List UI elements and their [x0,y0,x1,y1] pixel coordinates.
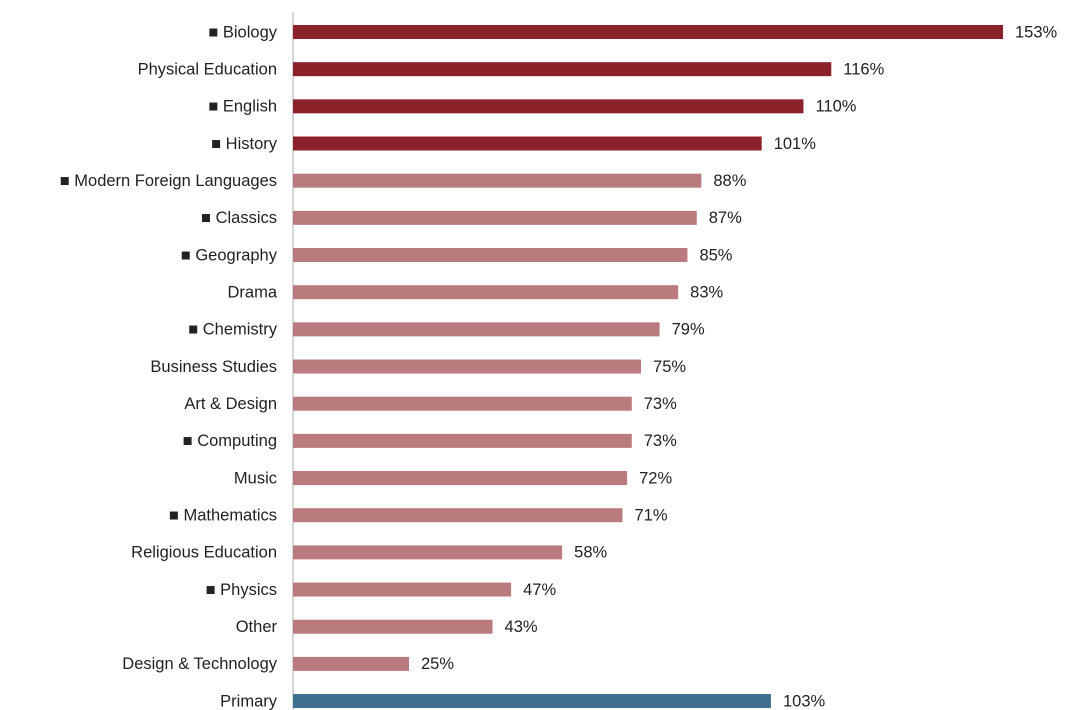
bar [293,322,660,337]
value-label: 73% [644,432,677,450]
category-label: Religious Education [131,544,277,562]
category-label: ■ Biology [208,23,277,41]
category-label: ■ Modern Foreign Languages [60,172,277,190]
value-label: 116% [843,61,884,79]
value-label: 103% [783,692,826,710]
category-label: ■ Chemistry [188,321,278,339]
category-label: Business Studies [150,358,277,376]
bar [293,248,688,263]
category-label: Other [236,618,278,636]
category-label: Physical Education [138,61,277,79]
category-label: ■ Geography [181,246,278,264]
value-label: 73% [644,395,677,413]
bar [293,210,697,225]
value-label: 58% [574,544,607,562]
value-label: 87% [709,209,742,227]
category-label: Primary [220,692,278,710]
value-label: 83% [690,284,723,302]
category-label: ■ Physics [206,581,277,599]
value-label: 101% [774,135,817,153]
bar [293,359,642,374]
bar [293,619,493,634]
value-label: 79% [672,321,705,339]
bar [293,136,762,151]
category-label: Drama [227,284,277,302]
bar [293,25,1003,39]
bar [293,433,632,448]
value-label: 47% [523,581,556,599]
bar [293,656,410,671]
bar [293,582,512,597]
value-label: 85% [699,246,732,264]
bar [293,545,563,560]
value-label: 43% [505,618,538,636]
bar [293,285,679,300]
value-label: 25% [421,655,454,673]
bar [293,62,832,77]
value-label: 110% [815,98,856,116]
category-label: Design & Technology [122,655,277,673]
value-label: 153% [1015,23,1058,41]
bar [293,99,804,114]
bar [293,694,771,709]
category-label: ■ History [211,135,278,153]
value-label: 72% [639,469,672,487]
value-label: 71% [634,507,667,525]
value-label: 75% [653,358,686,376]
category-label: Music [234,469,277,487]
category-label: ■ Classics [201,209,277,227]
category-label: Art & Design [184,395,277,413]
category-label: ■ Mathematics [169,507,277,525]
value-label: 88% [713,172,746,190]
bar [293,396,632,411]
bar [293,173,702,188]
bar [293,471,628,486]
bar [293,508,623,523]
category-label: ■ English [208,98,277,116]
category-label: ■ Computing [183,432,277,450]
